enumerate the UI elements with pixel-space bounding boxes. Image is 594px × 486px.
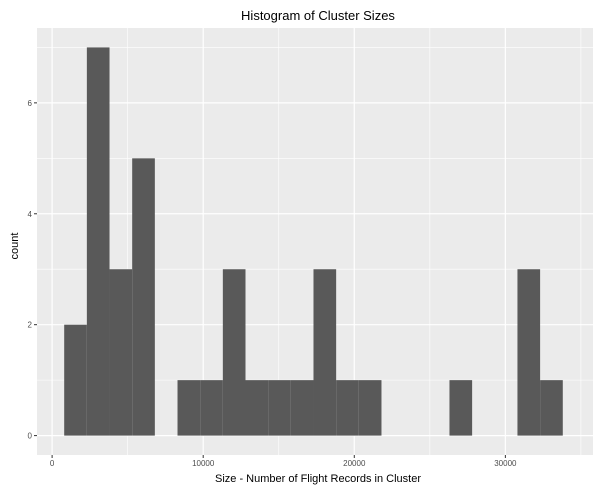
histogram-bar xyxy=(358,380,382,436)
histogram-bar xyxy=(132,158,155,436)
histogram-bar xyxy=(290,380,314,436)
histogram-bar xyxy=(449,380,473,436)
y-axis: 0 2 4 6 xyxy=(28,99,37,441)
histogram-bar xyxy=(517,269,541,436)
histogram-bar xyxy=(109,269,133,436)
histogram-bar xyxy=(313,269,337,436)
x-axis: 0 10000 20000 30000 xyxy=(50,455,517,468)
histogram-bar xyxy=(268,380,291,436)
histogram-bar xyxy=(86,47,110,436)
x-axis-title: Size - Number of Flight Records in Clust… xyxy=(215,473,421,485)
y-tick-label: 4 xyxy=(28,210,33,219)
histogram-bar xyxy=(245,380,269,436)
x-tick-label: 0 xyxy=(50,459,55,468)
y-tick-label: 0 xyxy=(28,432,33,441)
y-tick-label: 6 xyxy=(28,99,33,108)
histogram-bar xyxy=(177,380,201,436)
chart-title: Histogram of Cluster Sizes xyxy=(241,8,395,23)
histogram-bar xyxy=(540,380,563,436)
x-tick-label: 30000 xyxy=(494,459,517,468)
histogram-bar xyxy=(64,324,87,436)
histogram-bar xyxy=(200,380,223,436)
x-tick-label: 10000 xyxy=(192,459,215,468)
histogram-bars xyxy=(64,47,563,436)
y-tick-label: 2 xyxy=(28,321,33,330)
y-axis-title: count xyxy=(9,233,21,260)
x-tick-label: 20000 xyxy=(343,459,366,468)
histogram-bar xyxy=(336,380,359,436)
histogram-bar xyxy=(222,269,246,436)
